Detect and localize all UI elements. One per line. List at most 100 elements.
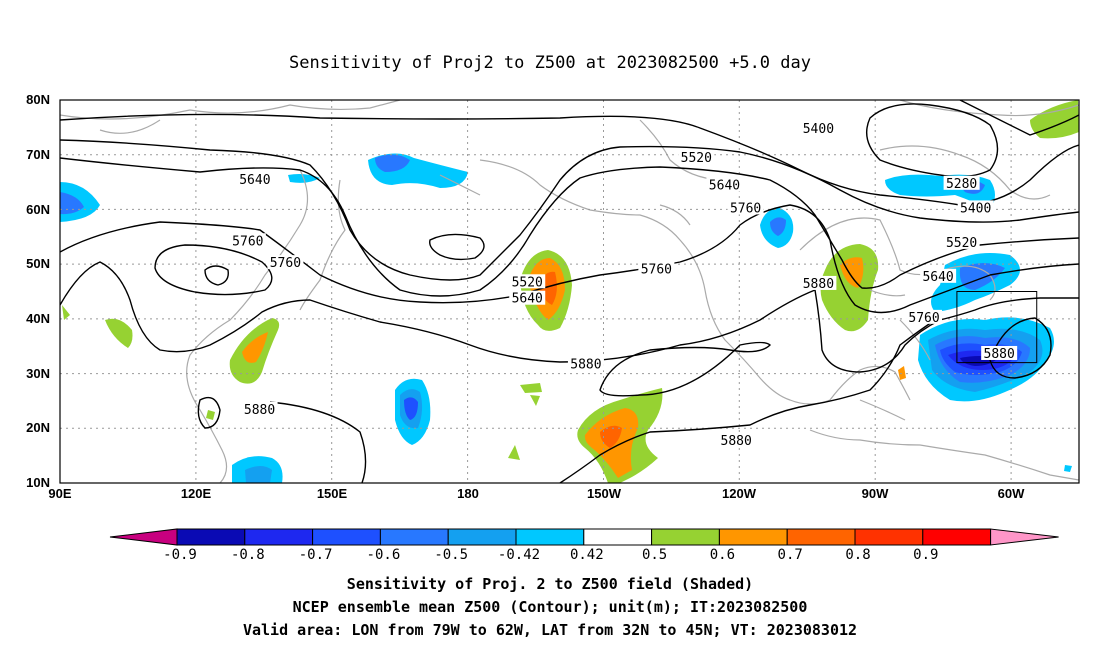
map-title: Sensitivity of Proj2 to Z500 at 20230825… xyxy=(289,53,811,73)
contour-label: 5880 xyxy=(244,403,275,418)
contour-label: 5520 xyxy=(946,236,977,251)
contour-label-bg xyxy=(957,200,994,215)
colorbar-label: 0.7 xyxy=(778,547,803,563)
colorbar-swatch xyxy=(379,528,449,546)
colorbar-label: -0.8 xyxy=(231,547,265,563)
contour-5520-high xyxy=(429,233,485,261)
contour-label-bg xyxy=(229,233,266,248)
contour-label-bg xyxy=(718,432,755,447)
lat-label-60n: 60N xyxy=(26,202,50,217)
contour-label: 5520 xyxy=(681,151,712,166)
lat-axis: 80N 70N 60N 50N 40N 30N 20N 10N xyxy=(26,92,50,490)
contour-5880-tail xyxy=(269,401,367,483)
contour-label-bg xyxy=(638,261,675,276)
lon-axis: 90E 120E 150E 180 150W 120W 90W 60W xyxy=(48,486,1025,501)
contour-5880-south xyxy=(197,396,221,429)
colorbar-label: 0.6 xyxy=(710,547,735,563)
contour-label: 5280 xyxy=(946,177,977,192)
contour-5640 xyxy=(60,157,1079,297)
colorbar-label: 0.9 xyxy=(913,547,938,563)
contour-label: 5400 xyxy=(960,201,991,216)
contour-label-bg xyxy=(943,175,980,190)
contour-5760-closed xyxy=(154,244,273,296)
contour-label-bg xyxy=(800,121,837,136)
contour-label: 5640 xyxy=(709,178,740,193)
lon-label-150w: 150W xyxy=(587,486,622,501)
contour-5880-bottom xyxy=(559,319,936,483)
colorbar-high-extend xyxy=(990,528,1059,546)
contour-label-bg xyxy=(241,401,278,416)
contour-label-bg xyxy=(267,255,304,270)
colorbar-label: 0.42 xyxy=(570,547,604,563)
contour-5880 xyxy=(60,261,1079,373)
colorbar-swatch xyxy=(583,528,653,546)
lon-label-120e: 120E xyxy=(181,486,212,501)
colorbar-label: -0.42 xyxy=(498,547,540,563)
colorbar-swatch xyxy=(922,528,992,546)
lat-label-70n: 70N xyxy=(26,147,50,162)
contour-5520 xyxy=(60,139,1079,281)
lat-label-20n: 20N xyxy=(26,420,50,435)
lon-label-120w: 120W xyxy=(722,486,757,501)
contour-label: 5760 xyxy=(270,256,301,271)
contour-labels: 5400 5520 5640 5760 5280 5400 5520 5640 5760 5760… xyxy=(229,121,1018,449)
colorbar-swatch xyxy=(244,528,314,546)
lon-label-150e: 150E xyxy=(317,486,348,501)
colorbar-label: -0.5 xyxy=(434,547,468,563)
lon-label-90e: 90E xyxy=(48,486,71,501)
contour-label: 5640 xyxy=(512,292,543,307)
contour-label-bg xyxy=(706,177,743,192)
contour-label-bg xyxy=(906,309,943,324)
colorbar-swatch xyxy=(718,528,788,546)
colorbar-swatch xyxy=(447,528,517,546)
lat-label-40n: 40N xyxy=(26,311,50,326)
contour-label-bg xyxy=(567,356,604,371)
colorbar-swatch xyxy=(854,528,924,546)
footer-line-1: Sensitivity of Proj. 2 to Z500 field (Sh… xyxy=(347,575,753,593)
lat-label-50n: 50N xyxy=(26,256,50,271)
footer-line-3: Valid area: LON from 79W to 62W, LAT fro… xyxy=(243,621,857,639)
colorbar-label: 0.8 xyxy=(845,547,870,563)
contour-label: 5760 xyxy=(641,263,672,278)
gridlines xyxy=(60,100,1079,483)
contour-label: 5640 xyxy=(922,270,953,285)
contour-label-bg xyxy=(981,345,1018,360)
contour-label-bg xyxy=(800,275,837,290)
colorbar-swatch xyxy=(786,528,856,546)
contour-label-bg xyxy=(509,290,546,305)
contour-label: 5520 xyxy=(512,275,543,290)
colorbar-low-extend xyxy=(109,528,178,546)
colorbar-label: -0.9 xyxy=(163,547,197,563)
lat-label-80n: 80N xyxy=(26,92,50,107)
lon-label-180: 180 xyxy=(457,486,479,501)
contour-label: 5880 xyxy=(721,434,752,449)
coastlines xyxy=(60,100,1079,483)
lon-label-90w: 90W xyxy=(862,486,889,501)
contour-label-bg xyxy=(727,200,764,215)
colorbar-swatch xyxy=(515,528,585,546)
contour-label-bg xyxy=(236,171,273,186)
contour-label-bg xyxy=(943,234,980,249)
contour-label-bg xyxy=(678,150,715,165)
contour-5280-north xyxy=(959,100,1079,136)
contour-label-bg xyxy=(509,274,546,289)
colorbar-swatch xyxy=(651,528,720,546)
valid-area-box xyxy=(956,291,1038,364)
contour-5760-small xyxy=(204,265,229,286)
contour-label: 5400 xyxy=(803,122,834,137)
contour-label: 5880 xyxy=(984,347,1015,362)
contour-label: 5880 xyxy=(803,277,834,292)
colorbar-label: -0.7 xyxy=(299,547,333,563)
contour-5880-east xyxy=(989,317,1052,379)
colorbar-swatch xyxy=(312,528,381,546)
lat-label-10n: 10N xyxy=(26,475,50,490)
contour-label: 5880 xyxy=(570,357,601,372)
colorbar: -0.9 -0.8 -0.7 -0.6 -0.5 -0.42 0.42 0.5 0.6 0.7 0.… xyxy=(109,528,1059,563)
colorbar-swatch xyxy=(176,528,246,546)
contour-5880-loop xyxy=(599,341,771,397)
lon-label-60w: 60W xyxy=(998,486,1025,501)
map-frame xyxy=(59,99,1080,484)
lat-label-30n: 30N xyxy=(26,366,50,381)
contour-label-bg xyxy=(920,268,957,283)
